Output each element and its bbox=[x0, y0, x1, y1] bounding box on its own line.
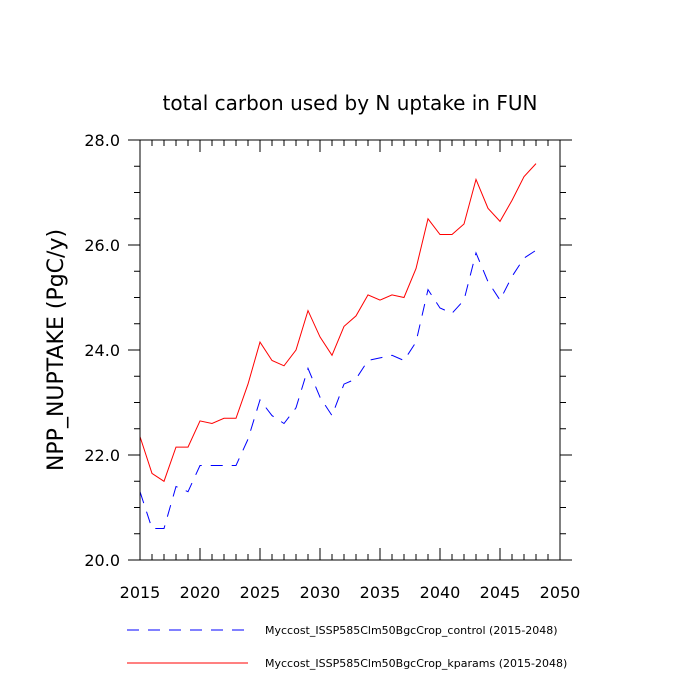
y-axis-label: NPP_NUPTAKE (PgC/y) bbox=[44, 229, 69, 471]
x-tick-label: 2015 bbox=[120, 583, 161, 602]
legend-label: Myccost_ISSP585Clm50BgcCrop_control (201… bbox=[265, 624, 558, 637]
series-line-control bbox=[139, 249, 537, 529]
x-tick-label: 2045 bbox=[480, 583, 521, 602]
legend-label: Myccost_ISSP585Clm50BgcCrop_kparams (201… bbox=[265, 657, 567, 670]
y-tick-label: 22.0 bbox=[84, 446, 120, 465]
x-tick-label: 2040 bbox=[420, 583, 461, 602]
x-tick-label: 2020 bbox=[180, 583, 221, 602]
legend: Myccost_ISSP585Clm50BgcCrop_control (201… bbox=[127, 624, 567, 670]
y-tick-label: 24.0 bbox=[84, 341, 120, 360]
series-line-kparams bbox=[139, 163, 537, 483]
y-tick-label: 28.0 bbox=[84, 131, 120, 150]
axis-tick-labels: 2015 2020 2025 2030 2035 2040 2045 2050 20.0 22.0… bbox=[84, 131, 580, 602]
axis-ticks bbox=[128, 139, 572, 561]
series-lines bbox=[139, 163, 537, 529]
x-tick-label: 2035 bbox=[360, 583, 401, 602]
x-tick-label: 2030 bbox=[300, 583, 341, 602]
chart-title: total carbon used by N uptake in FUN bbox=[163, 91, 538, 115]
plot-frame bbox=[139, 139, 561, 561]
y-tick-label: 20.0 bbox=[84, 551, 120, 570]
y-tick-label: 26.0 bbox=[84, 236, 120, 255]
x-tick-label: 2025 bbox=[240, 583, 281, 602]
x-tick-label: 2050 bbox=[540, 583, 581, 602]
